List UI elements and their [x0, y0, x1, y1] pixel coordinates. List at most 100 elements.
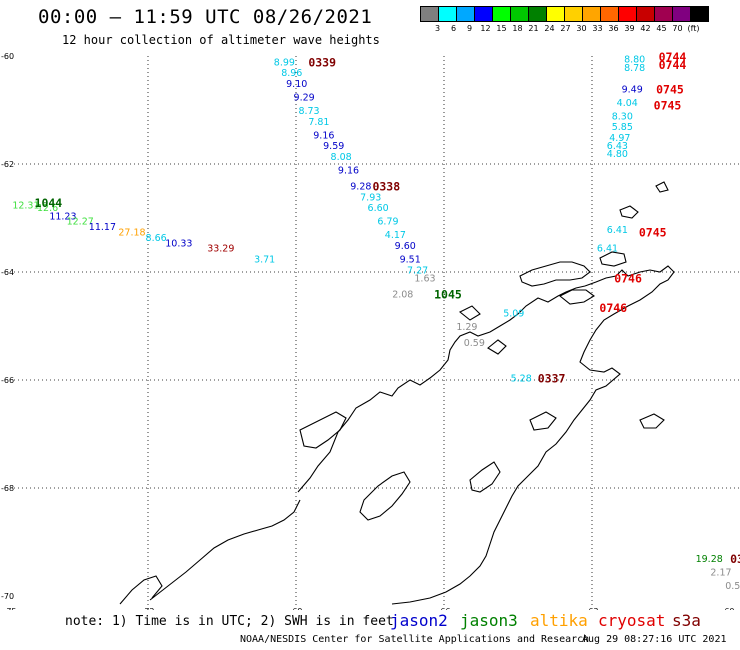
wave-height-value: 7.27 — [407, 265, 428, 276]
wave-height-value: 4.97 — [609, 133, 630, 144]
color-legend: 3 6 9 12 15 18 21 24 27 30 33 36 39 42 45 70 (ft) — [420, 6, 709, 36]
wave-height-value: 7.81 — [308, 117, 329, 128]
legend-label: 24 — [544, 24, 555, 33]
wave-height-value: 12.6 — [37, 203, 58, 214]
coastline-island-6 — [458, 305, 481, 321]
legend-label: 30 — [576, 24, 587, 33]
wave-height-value: 6.41 — [597, 244, 618, 255]
coastline-gulf — [469, 461, 501, 493]
legend-swatch — [618, 6, 637, 22]
coastline-islands-north — [519, 261, 591, 287]
legend-label: 42 — [640, 24, 651, 33]
satellite-jason3: jason3 — [460, 611, 518, 630]
coastline-island-5 — [655, 181, 669, 193]
legend-swatch — [420, 6, 439, 22]
legend-swatch — [510, 6, 529, 22]
wave-height-value: 3.71 — [254, 255, 275, 266]
coastline-peninsula-west — [297, 285, 586, 493]
lat-tick-label: -66 — [1, 376, 14, 385]
wave-height-value: 9.10 — [286, 79, 307, 90]
legend-label: 45 — [656, 24, 667, 33]
satellite-jason2: jason2 — [390, 611, 448, 630]
pass-time-label: 0746 — [599, 301, 627, 315]
legend-swatch — [600, 6, 619, 22]
wave-height-value: 5.85 — [612, 122, 633, 133]
wave-height-value: 8.99 — [274, 57, 295, 68]
pass-time-label: 0745 — [639, 226, 667, 240]
pass-time-label: 03 — [730, 552, 740, 566]
wave-height-value: 9.29 — [294, 93, 315, 104]
wave-height-value: 10.33 — [165, 238, 192, 249]
legend-swatch — [636, 6, 655, 22]
coastline-southwest — [149, 499, 301, 601]
wave-height-value: 9.51 — [400, 255, 421, 266]
pass-time-label: 0745 — [654, 99, 682, 113]
wave-height-value: 8.78 — [624, 63, 645, 74]
wave-height-value: 33.29 — [207, 244, 234, 255]
coastline-alexander — [299, 411, 347, 449]
wave-height-value: 9.49 — [622, 84, 643, 95]
pass-time-label: 0744 — [659, 50, 687, 64]
legend-swatch — [690, 6, 709, 22]
legend-swatch — [546, 6, 565, 22]
legend-swatch — [528, 6, 547, 22]
legend-label: 9 — [466, 24, 473, 33]
wave-height-value: 4.80 — [607, 149, 628, 160]
satellite-altika: altika — [530, 611, 588, 630]
legend-label: 21 — [528, 24, 539, 33]
wave-height-observations: 8.998.969.109.298.737.819.169.598.089.16… — [12, 55, 740, 593]
wave-height-value: 9.16 — [338, 165, 359, 176]
satellite-s3a: s3a — [672, 611, 701, 630]
page-subtitle: 12 hour collection of altimeter wave hei… — [62, 33, 380, 47]
lat-tick-label: -68 — [1, 484, 14, 493]
coastline — [119, 181, 675, 605]
coastline-east-1 — [529, 411, 557, 431]
pass-time-label: 0746 — [614, 271, 642, 285]
wave-height-value: 8.08 — [331, 152, 352, 163]
wave-height-value: 6.60 — [368, 203, 389, 214]
coastline-southwest-2 — [119, 575, 163, 605]
lat-tick-label: -62 — [1, 160, 14, 169]
coastline-east-2 — [639, 413, 665, 429]
wave-height-value: 6.43 — [607, 141, 628, 152]
wave-height-value: 8.96 — [281, 68, 302, 79]
coastline-island-2 — [558, 289, 595, 305]
pass-time-label: 0339 — [308, 55, 336, 69]
footer: note: 1) Time is in UTC; 2) SWH is in fe… — [0, 610, 740, 650]
legend-swatch — [654, 6, 673, 22]
wave-height-value: 11.17 — [89, 222, 116, 233]
wave-height-value: 6.41 — [607, 225, 628, 236]
wave-height-value: 8.73 — [298, 106, 319, 117]
legend-label: 70 — [672, 24, 683, 33]
legend-swatch — [492, 6, 511, 22]
lat-tick-label: -70 — [1, 592, 14, 601]
wave-height-value: 6.79 — [377, 217, 398, 228]
wave-height-value: 2.08 — [392, 290, 413, 301]
wave-height-value: 11.23 — [49, 211, 76, 222]
wave-height-value: 9.16 — [313, 130, 334, 141]
pass-time-label: 1044 — [35, 196, 63, 210]
wave-height-value: 5.28 — [511, 373, 532, 384]
coastline-adelaide — [359, 471, 411, 521]
satellite-cryosat: cryosat — [598, 611, 666, 630]
legend-unit: (ft) — [687, 24, 700, 33]
footer-timestamp: Aug 29 08:27:16 UTC 2021 — [582, 634, 727, 645]
legend-label: 18 — [512, 24, 523, 33]
page-title: 00:00 – 11:59 UTC 08/26/2021 — [38, 6, 373, 28]
wave-height-value: 5.09 — [503, 309, 524, 320]
wave-height-value: 27.18 — [118, 228, 145, 239]
pass-time-label: 0744 — [659, 58, 687, 72]
wave-height-value: 19.28 — [696, 554, 723, 565]
wave-height-value: 7.93 — [360, 192, 381, 203]
legend-swatch — [474, 6, 493, 22]
wave-height-value: 1.63 — [414, 273, 435, 284]
legend-label: 36 — [608, 24, 619, 33]
wave-height-value: 9.28 — [350, 182, 371, 193]
wave-height-value: 4.04 — [617, 98, 638, 109]
legend-swatch — [582, 6, 601, 22]
legend-swatches — [420, 6, 709, 22]
legend-swatch — [438, 6, 457, 22]
legend-label: 6 — [450, 24, 457, 33]
